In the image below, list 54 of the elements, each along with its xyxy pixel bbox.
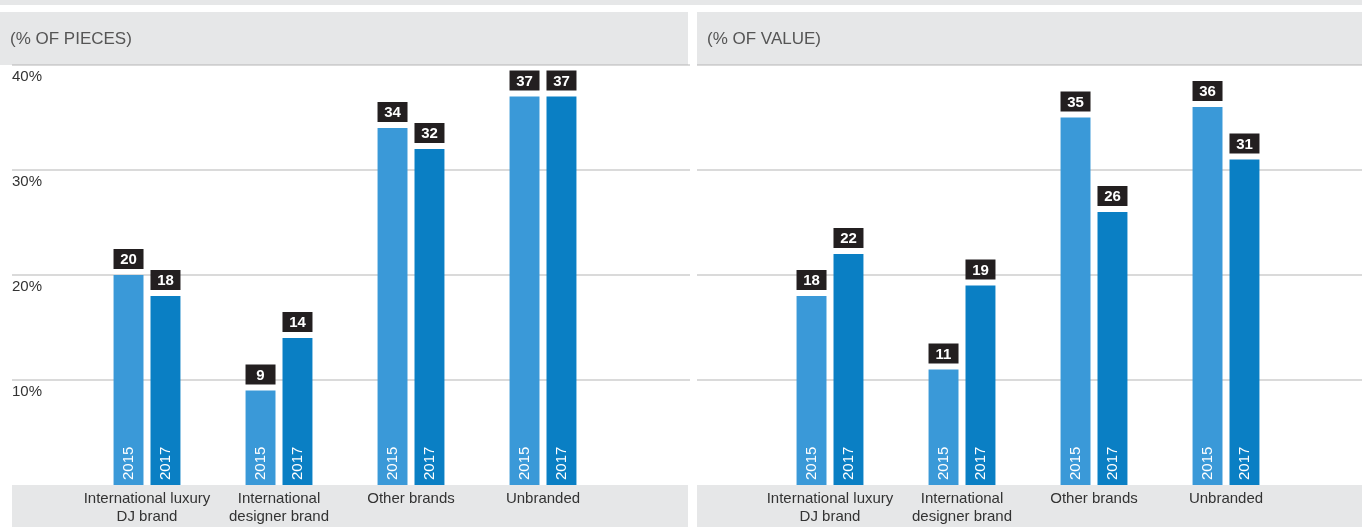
text: 2017 [1234, 446, 1252, 480]
data-label: 32 [421, 124, 438, 142]
chart-title: (% OF VALUE) [697, 12, 1362, 65]
y-tick-label: 30% [12, 172, 43, 190]
x-tick-label: Other brands [367, 488, 455, 506]
x-tick-label: International designer brand [911, 488, 1013, 524]
x-tick-label: Other brands [1050, 488, 1138, 506]
data-label: 37 [516, 71, 533, 89]
y-tick-label: 10% [12, 382, 43, 400]
data-label: 35 [1067, 92, 1084, 110]
data-label: 20 [120, 250, 137, 268]
data-label: 37 [553, 71, 570, 89]
text: 2017 [970, 446, 988, 480]
bar [1060, 117, 1091, 485]
data-label: 34 [384, 103, 402, 121]
x-tick-label: International luxury DJ brand [83, 488, 211, 524]
data-label: 14 [289, 313, 307, 331]
y-tick-label: 40% [12, 67, 43, 85]
text: 2015 [250, 446, 268, 480]
bar [1229, 159, 1260, 485]
data-label: 18 [157, 271, 174, 289]
series-label: 2015 [118, 446, 136, 480]
series-label: 2015 [801, 446, 819, 480]
bar [928, 369, 959, 485]
x-tick-label: International luxury DJ brand [766, 488, 894, 524]
data-label: 26 [1104, 187, 1121, 205]
x-tick-label: International designer brand [228, 488, 330, 524]
text: 2015 [514, 446, 532, 480]
bar [833, 254, 864, 485]
text: 2015 [933, 446, 951, 480]
text: 2015 [1197, 446, 1215, 480]
bar [965, 285, 996, 485]
series-label: 2017 [155, 446, 173, 480]
y-tick-label: 20% [12, 277, 43, 295]
data-label: 22 [840, 229, 857, 247]
text: 2015 [1065, 446, 1083, 480]
x-tick-label: Unbranded [505, 488, 581, 506]
text: 2017 [551, 446, 569, 480]
bar [1192, 107, 1223, 485]
x-tick-label: Unbranded [1188, 488, 1264, 506]
text: 2017 [419, 446, 437, 480]
data-label: 36 [1199, 82, 1216, 100]
text: 2015 [382, 446, 400, 480]
data-label: 11 [935, 344, 952, 362]
text: 2017 [1102, 446, 1120, 480]
series-label: 2017 [838, 446, 856, 480]
data-label: 31 [1236, 134, 1253, 152]
data-label: 9 [256, 365, 265, 383]
bar [1097, 212, 1128, 485]
data-label: 19 [972, 260, 989, 278]
text: 2017 [287, 446, 305, 480]
bar [796, 296, 827, 485]
data-label: 18 [803, 271, 820, 289]
chart-title: (% OF PIECES) [0, 12, 688, 65]
